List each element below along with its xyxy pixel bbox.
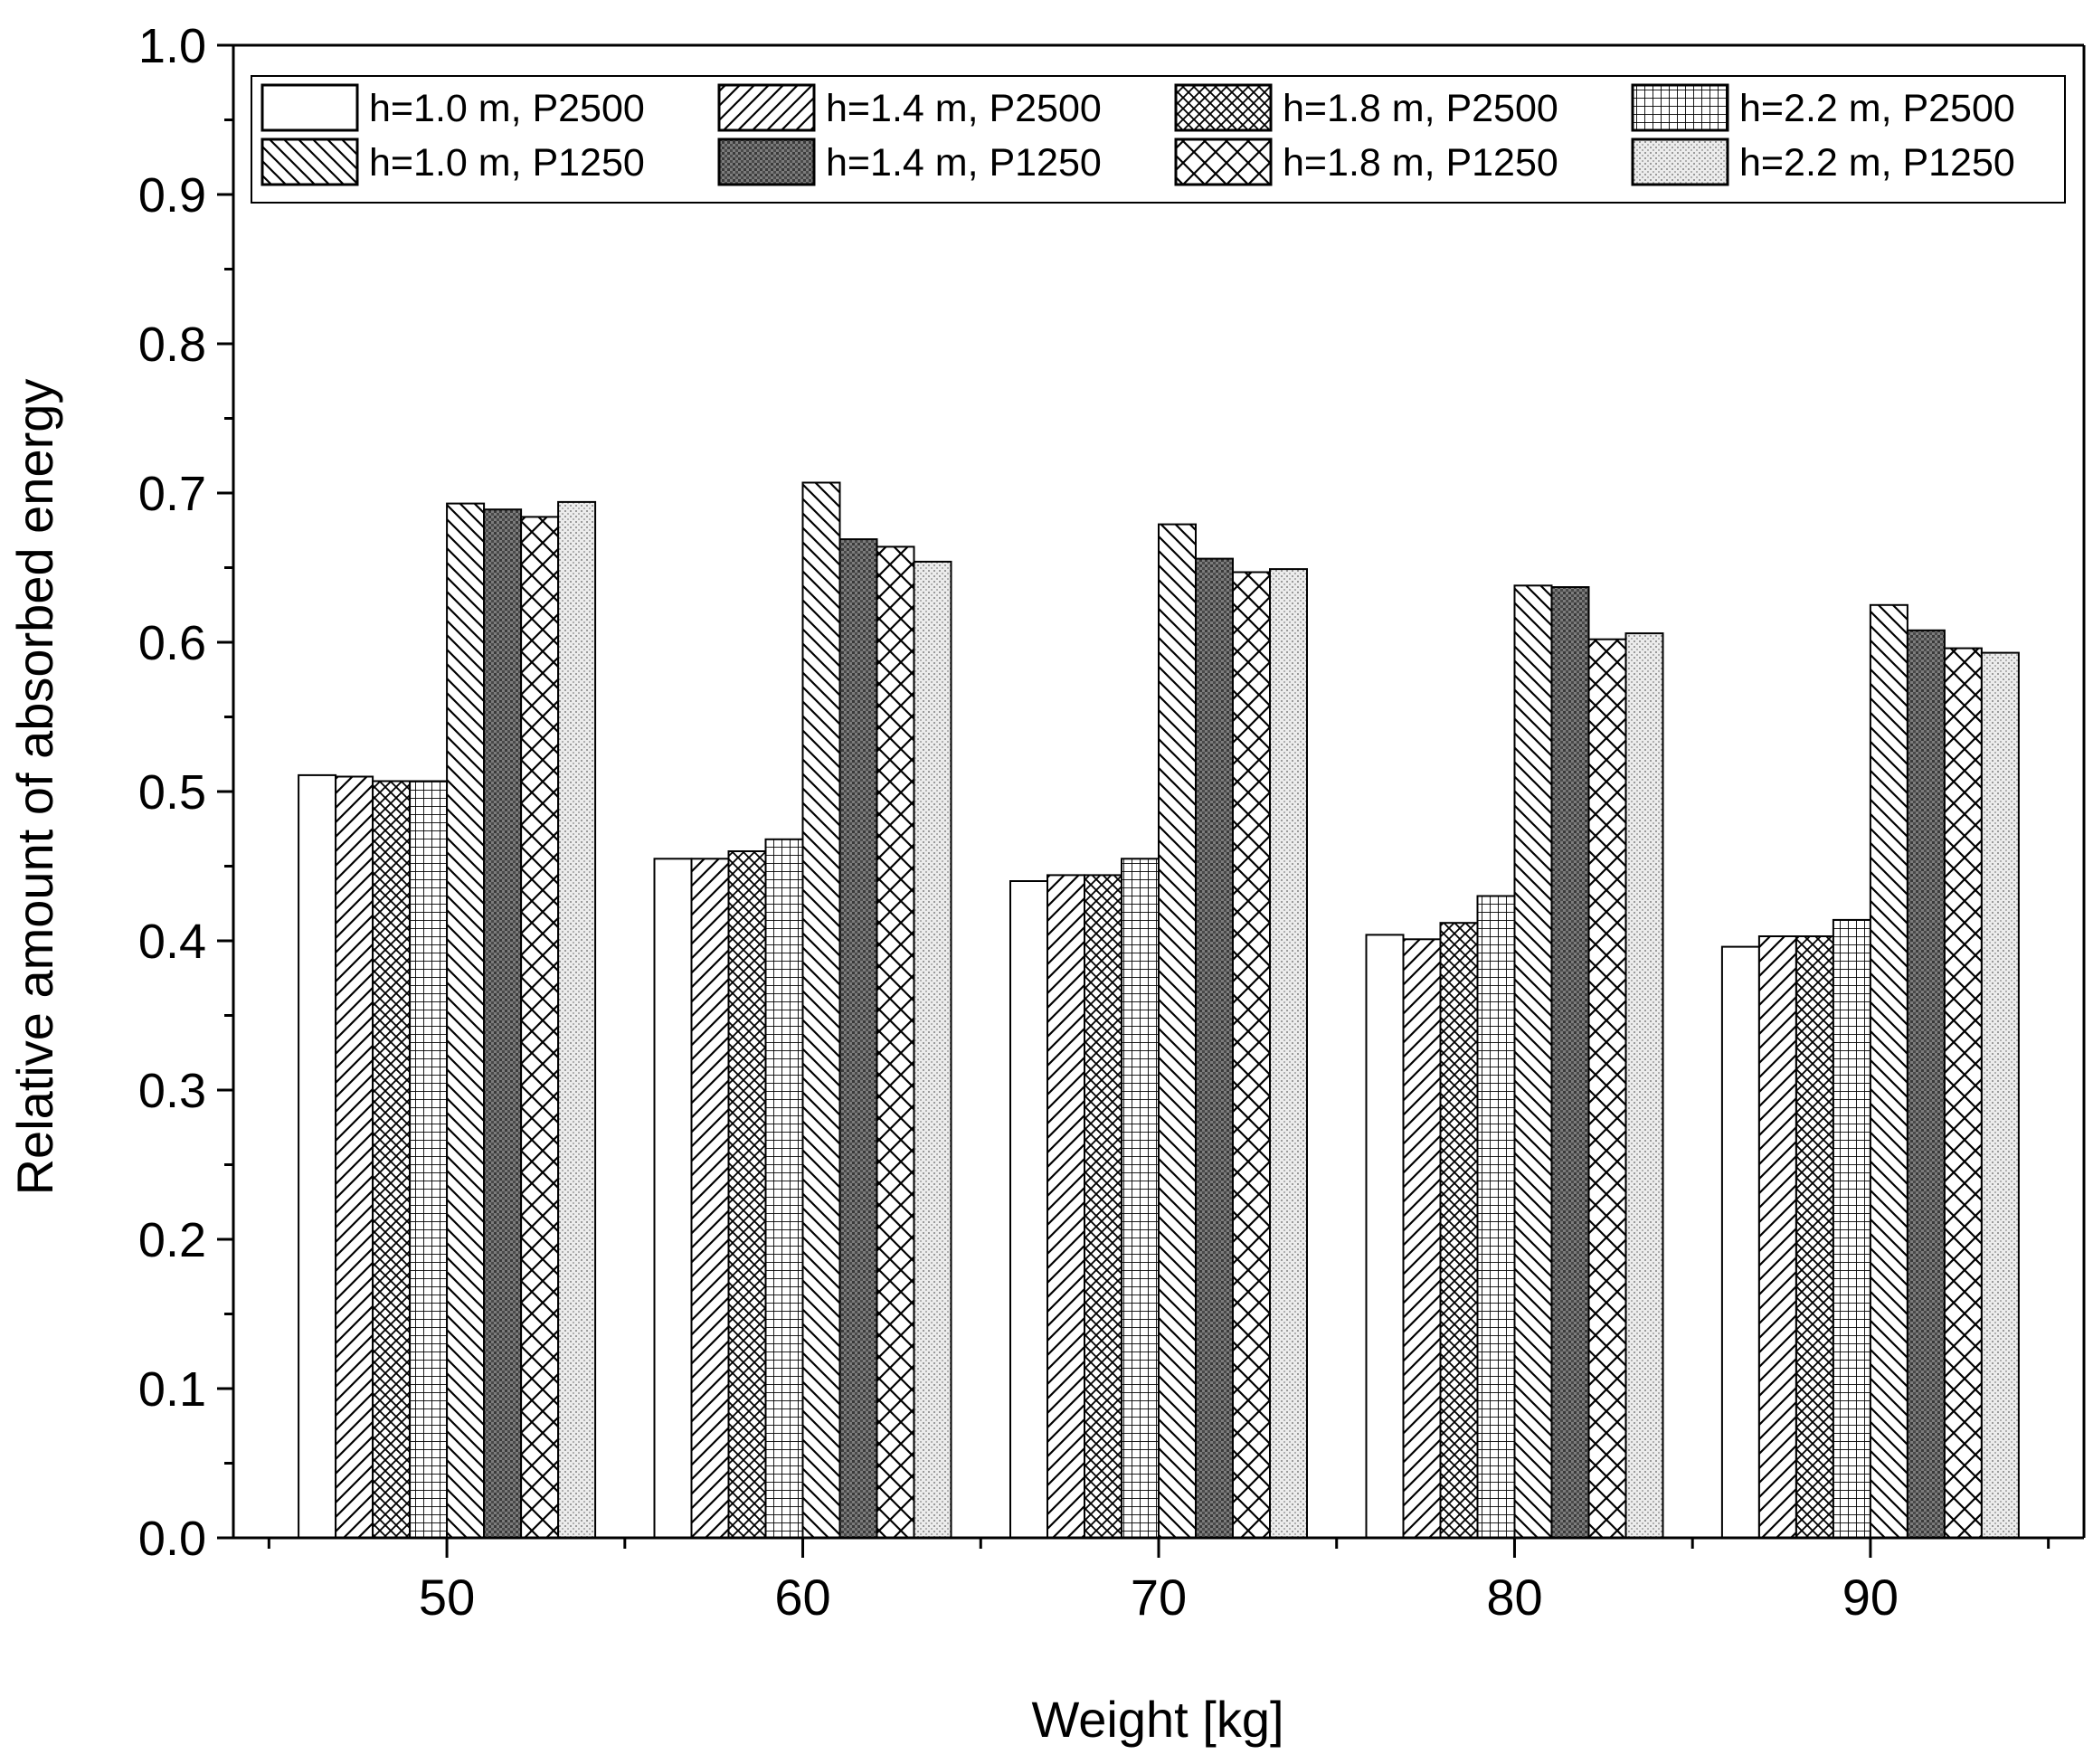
bar-h-2-2-m-p1250-50	[557, 500, 597, 1539]
bar-h-2-2-m-p2500-70	[1121, 858, 1160, 1540]
y-tick-label: 0.3	[138, 1064, 206, 1118]
bar-h-1-4-m-p2500-70	[1046, 874, 1085, 1539]
bar-h-2-2-m-p1250-60	[913, 560, 952, 1539]
bar-h-1-0-m-p2500-50	[298, 773, 337, 1539]
bar-h-1-0-m-p2500-70	[1009, 880, 1048, 1539]
bar-h-2-2-m-p1250-70	[1269, 568, 1308, 1539]
bar-h-1-4-m-p1250-60	[838, 538, 878, 1539]
y-tick-label: 0.4	[138, 915, 206, 969]
y-tick-label: 0.6	[138, 616, 206, 670]
legend-entry-label: h=1.4 m, P2500	[826, 87, 1102, 130]
bar-h-1-4-m-p2500-80	[1402, 938, 1442, 1540]
bar-h-1-8-m-p2500-90	[1795, 935, 1834, 1539]
bar-h-2-2-m-p2500-60	[764, 838, 804, 1539]
bar-h-2-2-m-p2500-50	[409, 780, 449, 1539]
bar-h-2-2-m-p2500-80	[1476, 895, 1516, 1539]
y-axis-label: Relative amount of absorbed energy	[6, 379, 63, 1196]
bars-layer	[298, 481, 2020, 1540]
bar-h-2-2-m-p1250-90	[1980, 651, 2020, 1539]
bar-h-1-8-m-p2500-60	[727, 850, 767, 1539]
legend-swatch	[717, 138, 816, 186]
y-tick-label: 0.2	[138, 1213, 206, 1267]
bar-h-1-0-m-p1250-90	[1869, 603, 1908, 1540]
bar-h-1-8-m-p1250-70	[1232, 571, 1271, 1539]
bar-h-1-4-m-p2500-90	[1757, 935, 1797, 1539]
y-tick-label: 0.5	[138, 765, 206, 820]
bar-h-1-4-m-p2500-50	[335, 775, 374, 1539]
bar-h-1-4-m-p1250-70	[1195, 557, 1234, 1539]
bar-h-1-4-m-p1250-90	[1906, 629, 1946, 1539]
bar-h-2-2-m-p1250-80	[1624, 632, 1664, 1539]
x-axis-label: Weight [kg]	[1031, 1691, 1283, 1748]
x-tick-label: 70	[1131, 1569, 1187, 1626]
legend-swatch	[1174, 138, 1273, 186]
legend-entry-label: h=2.2 m, P1250	[1739, 141, 2015, 185]
bar-h-1-8-m-p1250-80	[1587, 638, 1627, 1539]
x-tick-label: 80	[1486, 1569, 1542, 1626]
y-tick-label: 0.9	[138, 168, 206, 223]
bar-h-1-0-m-p2500-90	[1720, 945, 1760, 1539]
bar-h-1-8-m-p2500-80	[1439, 922, 1479, 1539]
x-tick-label: 90	[1842, 1569, 1899, 1626]
y-tick-label: 0.7	[138, 467, 206, 521]
legend-swatch	[717, 83, 816, 132]
legend-entry-label: h=1.8 m, P2500	[1283, 87, 1558, 130]
legend-entry-label: h=1.0 m, P1250	[369, 141, 645, 185]
bar-h-1-0-m-p2500-80	[1365, 934, 1405, 1539]
y-tick-label: 0.8	[138, 318, 206, 372]
legend-swatch	[1174, 83, 1273, 132]
bar-h-1-4-m-p1250-80	[1550, 586, 1590, 1539]
legend-entry-label: h=2.2 m, P2500	[1739, 87, 2015, 130]
legend-swatch	[260, 83, 359, 132]
bar-h-1-8-m-p1250-60	[876, 545, 915, 1539]
axes-layer: 0.0 0.1 0.2 0.3 0.4 0.5 0.6 0.7 0.8 0.9 1.0 50 60 70 8…	[138, 19, 2086, 1626]
bar-h-1-4-m-p2500-60	[690, 858, 730, 1540]
legend-entry-label: h=1.8 m, P1250	[1283, 141, 1558, 185]
bar-h-1-8-m-p2500-70	[1084, 874, 1122, 1539]
bar-h-1-0-m-p1250-50	[446, 502, 486, 1539]
x-tick-label: 60	[774, 1569, 830, 1626]
bar-h-1-8-m-p2500-50	[372, 780, 412, 1539]
legend-box	[251, 75, 2066, 204]
legend-swatch	[1631, 83, 1729, 132]
y-tick-label: 1.0	[138, 19, 206, 73]
bar-h-1-8-m-p1250-90	[1943, 647, 1983, 1539]
bar-h-1-0-m-p1250-60	[801, 481, 841, 1539]
bar-h-1-0-m-p2500-60	[653, 858, 693, 1540]
bar-h-1-0-m-p1250-70	[1158, 523, 1197, 1539]
legend-entry-label: h=1.4 m, P1250	[826, 141, 1102, 185]
bar-h-1-8-m-p1250-50	[520, 516, 560, 1539]
x-tick-label: 50	[419, 1569, 475, 1626]
bar-h-1-4-m-p1250-50	[483, 508, 523, 1540]
legend-entry-label: h=1.0 m, P2500	[369, 87, 645, 130]
legend-swatch	[260, 138, 359, 186]
bar-h-2-2-m-p2500-90	[1832, 918, 1871, 1539]
bar-h-1-0-m-p1250-80	[1513, 584, 1553, 1539]
legend: h=1.0 m, P2500 h=1.4 m, P2500 h=1.8 m, P25…	[251, 75, 2066, 204]
y-tick-label: 0.0	[138, 1512, 206, 1566]
y-tick-label: 0.1	[138, 1362, 206, 1417]
legend-swatch	[1631, 138, 1729, 186]
